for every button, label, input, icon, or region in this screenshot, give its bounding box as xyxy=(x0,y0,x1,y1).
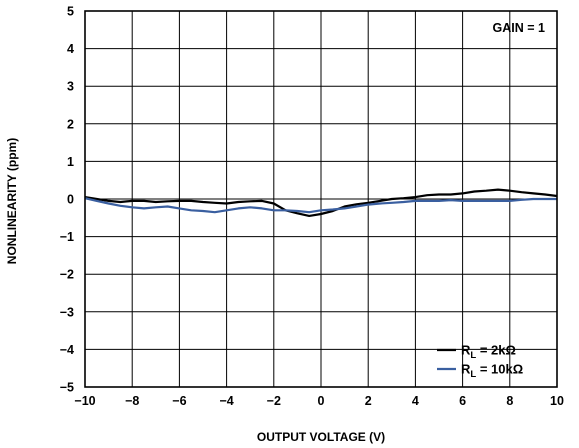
x-tick-label: 10 xyxy=(550,394,564,408)
x-tick-label: 4 xyxy=(412,394,419,408)
x-tick-label: 8 xyxy=(506,394,513,408)
x-tick-label: 6 xyxy=(459,394,466,408)
chart-grid xyxy=(84,10,558,388)
y-tick-label: −5 xyxy=(60,381,74,395)
x-tick-label: −4 xyxy=(219,394,233,408)
chart-series-layer xyxy=(84,188,558,217)
x-tick-label: −2 xyxy=(267,394,281,408)
y-tick-label: 1 xyxy=(67,155,74,169)
series-line-1 xyxy=(84,197,557,214)
y-tick-label: 0 xyxy=(67,193,74,207)
x-tick-label: −10 xyxy=(74,394,95,408)
y-axis-label: NONLINEARITY (ppm) xyxy=(5,138,19,264)
legend-label-1: RL = 10kΩ xyxy=(461,362,523,381)
x-tick-labels: −10 −8 −6 −4 −2 0 2 4 6 8 10 xyxy=(74,394,564,408)
y-tick-label: 2 xyxy=(67,117,74,131)
legend-label-0: RL = 2kΩ xyxy=(461,343,516,362)
y-tick-label: −1 xyxy=(60,230,74,244)
plot-frame xyxy=(84,10,558,388)
x-tick-label: −8 xyxy=(125,394,139,408)
y-tick-label: −4 xyxy=(60,343,74,357)
y-tick-label: −2 xyxy=(60,268,74,282)
series-line-0 xyxy=(84,188,558,217)
y-tick-label: −3 xyxy=(60,305,74,319)
y-tick-labels: −5 −4 −3 −2 −1 0 1 2 3 4 5 xyxy=(60,5,74,395)
x-axis-label: OUTPUT VOLTAGE (V) xyxy=(257,430,385,444)
x-tick-label: 0 xyxy=(318,394,325,408)
y-tick-label: 5 xyxy=(67,5,74,19)
y-tick-label: 4 xyxy=(67,42,74,56)
x-tick-label: 2 xyxy=(365,394,372,408)
x-tick-label: −6 xyxy=(172,394,186,408)
y-tick-label: 3 xyxy=(67,80,74,94)
gain-annotation: GAIN = 1 xyxy=(493,21,545,35)
